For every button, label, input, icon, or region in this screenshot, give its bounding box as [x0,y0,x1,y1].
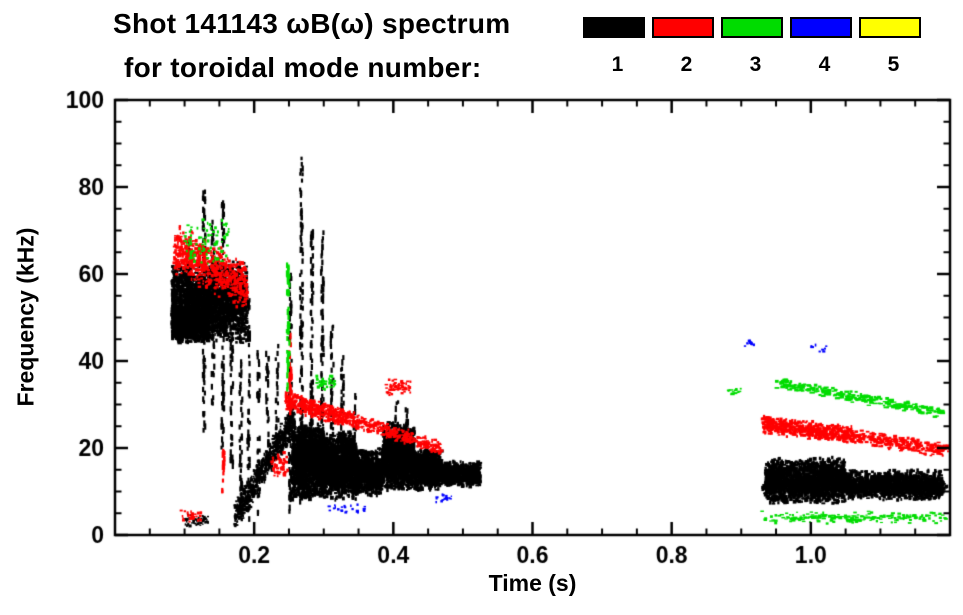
x-axis-label: Time (s) [488,570,577,596]
y-axis-label: Frequency (kHz) [12,227,39,407]
legend-label-mode-4: 4 [818,53,831,76]
legend-label-mode-3: 3 [749,53,762,76]
legend-label-mode-5: 5 [887,53,900,76]
legend-swatch-mode-4 [790,17,852,38]
plot-title: Shot 141143 ωB(ω) spectrum [113,8,511,39]
legend-swatch-mode-2 [652,17,714,38]
legend-swatch-mode-1 [583,17,645,38]
mode-legend [583,17,921,38]
legend-label-mode-2: 2 [680,53,693,76]
mode-legend-labels: 1 2 3 4 5 [583,53,928,77]
plot-subtitle: for toroidal mode number: [124,52,482,83]
legend-swatch-mode-3 [721,17,783,38]
legend-label-mode-1: 1 [611,53,624,76]
legend-swatch-mode-5 [859,17,921,38]
